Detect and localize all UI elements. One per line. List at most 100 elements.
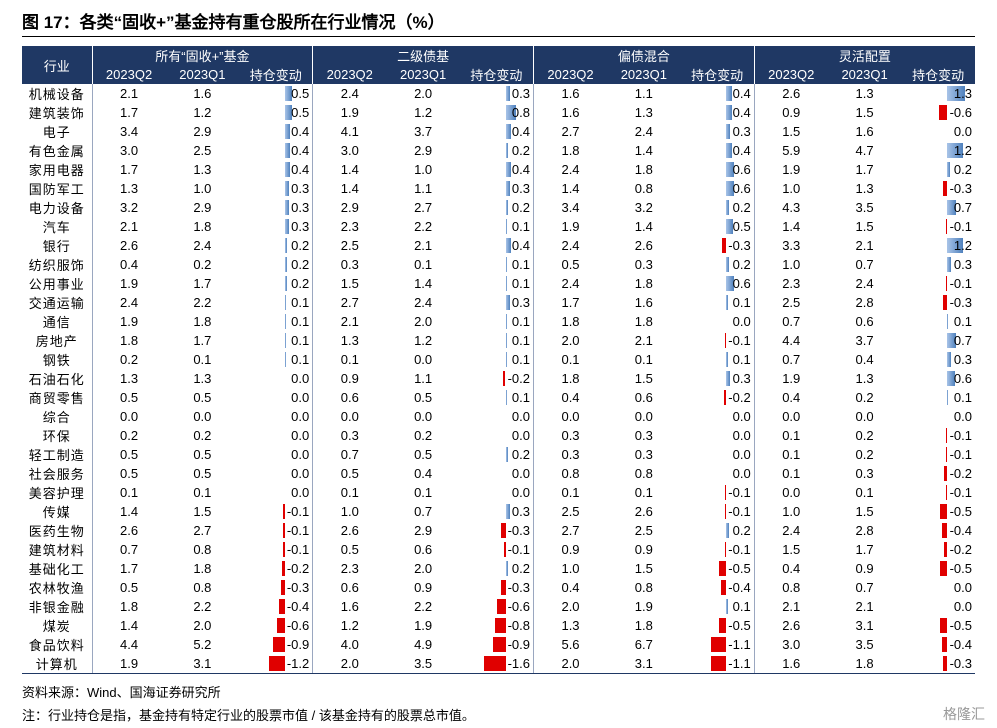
cell-value: -0.5 <box>949 504 972 519</box>
corner: 行业 <box>22 46 92 84</box>
industry: 电力设备 <box>28 201 85 216</box>
cell-value: 2.7 <box>312 293 387 312</box>
cell-value: 3.0 <box>312 141 387 160</box>
cell-value: 0.4 <box>732 105 751 120</box>
cell-value: -0.3 <box>949 181 972 196</box>
cell-value: 0.4 <box>532 388 608 407</box>
change-cell: 0.3 <box>239 217 313 236</box>
cell-value: 0.1 <box>291 295 310 310</box>
cell-value: 1.0 <box>753 255 828 274</box>
cell-value: 1.8 <box>91 597 166 616</box>
change-cell: 0.4 <box>460 122 534 141</box>
cell-value: -0.1 <box>949 485 972 500</box>
cell-value: 0.8 <box>193 542 212 557</box>
row: 房地产 1.8 1.7 0.1 1.3 1.2 0.1 2.0 2.1 -0.1 4.4 3.7 0.7 <box>22 331 975 350</box>
data-bar <box>726 86 732 101</box>
cell-value: 0.3 <box>291 181 310 196</box>
data-bar <box>726 124 731 139</box>
cell-value: 2.6 <box>753 84 828 103</box>
data-bar <box>505 86 510 101</box>
source: 资料来源：Wind、国海证券研究所 <box>22 685 221 700</box>
cell-value: 0.2 <box>511 447 530 462</box>
cell-value: 3.3 <box>753 236 828 255</box>
cell-value: 0.5 <box>291 86 310 101</box>
data-bar <box>726 295 728 310</box>
group-header: 偏债混合 <box>532 46 755 65</box>
data-bar <box>941 637 947 652</box>
cell-value: 0.6 <box>312 578 387 597</box>
cell-value: 0.1 <box>732 295 751 310</box>
watermark: 格隆汇 <box>943 706 985 722</box>
cell-value: 1.5 <box>312 274 387 293</box>
cell-value: -0.2 <box>949 542 972 557</box>
cell-value: 0.2 <box>732 257 751 272</box>
cell-value: 0.0 <box>953 124 972 139</box>
cell-value: 0.8 <box>193 580 212 595</box>
change-cell: 0.2 <box>901 160 975 179</box>
cell-value: 2.1 <box>312 312 387 331</box>
cell-value: 1.3 <box>91 179 166 198</box>
cell-value: 1.6 <box>855 124 874 139</box>
change-cell: 0.0 <box>681 464 755 483</box>
cell-value: 0.4 <box>291 124 310 139</box>
cell-value: -0.1 <box>949 447 972 462</box>
cell-value: 1.4 <box>414 276 433 291</box>
cell-value: 1.6 <box>312 597 387 616</box>
cell-value: 0.1 <box>511 314 530 329</box>
cell-value: 1.8 <box>634 162 653 177</box>
cell-value: 2.1 <box>753 597 828 616</box>
cell-value: 1.4 <box>312 160 387 179</box>
cell-value: 0.0 <box>291 466 310 481</box>
data-bar <box>505 333 507 348</box>
cell-value: 2.0 <box>312 654 387 674</box>
cell-value: 1.5 <box>753 540 828 559</box>
cell-value: -0.9 <box>507 637 530 652</box>
data-bar <box>272 637 285 652</box>
cell-value: 0.0 <box>511 485 530 500</box>
change-cell: -0.2 <box>239 559 313 578</box>
industry: 医药生物 <box>28 524 85 539</box>
industry: 轻工制造 <box>28 448 85 463</box>
industry: 美容护理 <box>28 486 85 501</box>
cell-value: 0.8 <box>753 578 828 597</box>
cell-value: 0.1 <box>91 483 166 502</box>
cell-value: 1.8 <box>827 654 902 674</box>
cell-value: 0.4 <box>414 466 433 481</box>
cell-value: 1.5 <box>855 504 874 519</box>
industry: 公用事业 <box>28 277 85 292</box>
cell-value: 1.0 <box>753 179 828 198</box>
cell-value: 0.1 <box>855 485 874 500</box>
data-bar <box>945 276 947 291</box>
change-cell: 0.0 <box>681 407 755 426</box>
cell-value: 1.2 <box>193 105 212 120</box>
change-cell: 0.0 <box>901 578 975 597</box>
cell-value: 2.8 <box>855 295 874 310</box>
cell-value: -0.3 <box>728 238 751 253</box>
cell-value: 1.3 <box>855 371 874 386</box>
row: 国防军工 1.3 1.0 0.3 1.4 1.1 0.3 1.4 0.8 0.6 1.0 1.3 -0.… <box>22 179 975 198</box>
cell-value: 0.9 <box>634 542 653 557</box>
change-cell: 0.2 <box>460 445 534 464</box>
change-cell: 0.2 <box>460 198 534 217</box>
cell-value: 0.4 <box>732 86 751 101</box>
cell-value: 0.2 <box>855 447 874 462</box>
change-cell: -0.1 <box>901 426 975 445</box>
cell-value: 0.2 <box>732 200 751 215</box>
change-cell: -0.6 <box>901 103 975 122</box>
cell-value: 0.1 <box>634 485 653 500</box>
change-cell: 0.2 <box>239 236 313 255</box>
row: 商贸零售 0.5 0.5 0.0 0.6 0.5 0.1 0.4 0.6 -0.2 0.4 0.2 0.… <box>22 388 975 407</box>
change-cell: 0.3 <box>901 350 975 369</box>
cell-value: 1.8 <box>91 331 166 350</box>
cell-value: -0.2 <box>949 466 972 481</box>
cell-value: -0.1 <box>507 542 530 557</box>
cell-value: 1.4 <box>532 179 608 198</box>
cell-value: 0.0 <box>753 407 828 426</box>
row: 煤炭 1.4 2.0 -0.6 1.2 1.9 -0.8 1.3 1.8 -0.5 2.6 3.1 -0… <box>22 616 975 635</box>
cell-value: -0.2 <box>728 390 751 405</box>
cell-value: 0.0 <box>291 428 310 443</box>
cell-value: 0.1 <box>511 333 530 348</box>
change-cell: 0.1 <box>460 350 534 369</box>
change-cell: -0.9 <box>460 635 534 654</box>
cell-value: 2.0 <box>532 654 608 674</box>
